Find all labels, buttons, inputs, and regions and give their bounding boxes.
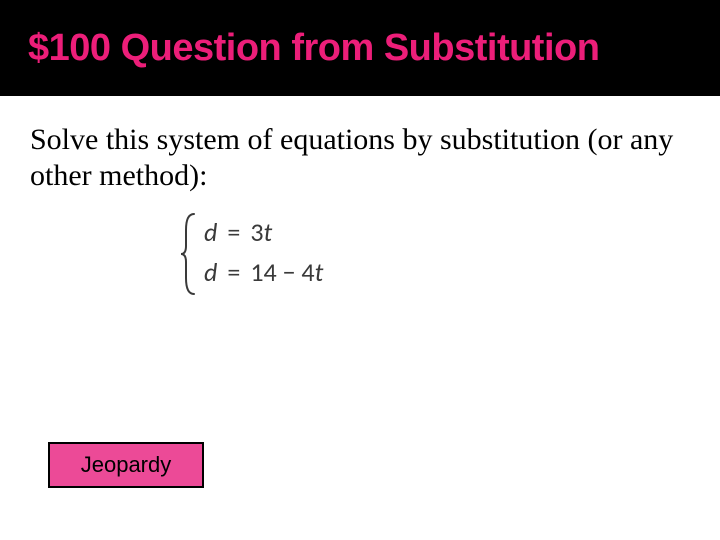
eq-rhs: 14 − 4t xyxy=(250,252,323,292)
left-brace-icon xyxy=(180,212,198,296)
eq-equals: = xyxy=(225,252,242,292)
eq-lhs: d xyxy=(204,252,217,292)
eq-rhs: 3t xyxy=(250,212,272,252)
title-bar: $100 Question from Substitution xyxy=(0,0,720,96)
jeopardy-button-label: Jeopardy xyxy=(81,452,172,478)
jeopardy-button[interactable]: Jeopardy xyxy=(48,442,204,488)
eq-lhs: d xyxy=(204,212,217,252)
equation-system: d = 3t d = 14 − 4t xyxy=(180,212,690,296)
equations-list: d = 3t d = 14 − 4t xyxy=(204,212,323,296)
equation-row: d = 14 − 4t xyxy=(204,252,323,292)
content-area: Solve this system of equations by substi… xyxy=(0,96,720,296)
eq-equals: = xyxy=(225,212,242,252)
equation-row: d = 3t xyxy=(204,212,323,252)
question-prompt: Solve this system of equations by substi… xyxy=(30,122,690,194)
slide-title: $100 Question from Substitution xyxy=(28,27,599,70)
